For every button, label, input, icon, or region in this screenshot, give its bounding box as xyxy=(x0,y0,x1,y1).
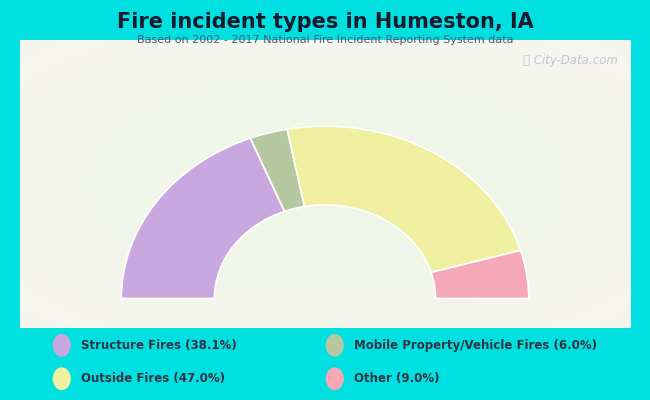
Wedge shape xyxy=(250,129,304,212)
Wedge shape xyxy=(287,126,521,272)
Text: ⓘ City-Data.com: ⓘ City-Data.com xyxy=(523,54,618,68)
Ellipse shape xyxy=(53,367,71,390)
Text: Fire incident types in Humeston, IA: Fire incident types in Humeston, IA xyxy=(116,12,534,32)
Wedge shape xyxy=(431,250,528,298)
Text: Mobile Property/Vehicle Fires (6.0%): Mobile Property/Vehicle Fires (6.0%) xyxy=(354,339,597,352)
Text: Based on 2002 - 2017 National Fire Incident Reporting System data: Based on 2002 - 2017 National Fire Incid… xyxy=(136,35,514,45)
Text: Structure Fires (38.1%): Structure Fires (38.1%) xyxy=(81,339,237,352)
Ellipse shape xyxy=(326,334,344,357)
Wedge shape xyxy=(122,138,285,298)
Ellipse shape xyxy=(53,334,71,357)
Text: Other (9.0%): Other (9.0%) xyxy=(354,372,440,385)
Ellipse shape xyxy=(326,367,344,390)
Text: Outside Fires (47.0%): Outside Fires (47.0%) xyxy=(81,372,226,385)
